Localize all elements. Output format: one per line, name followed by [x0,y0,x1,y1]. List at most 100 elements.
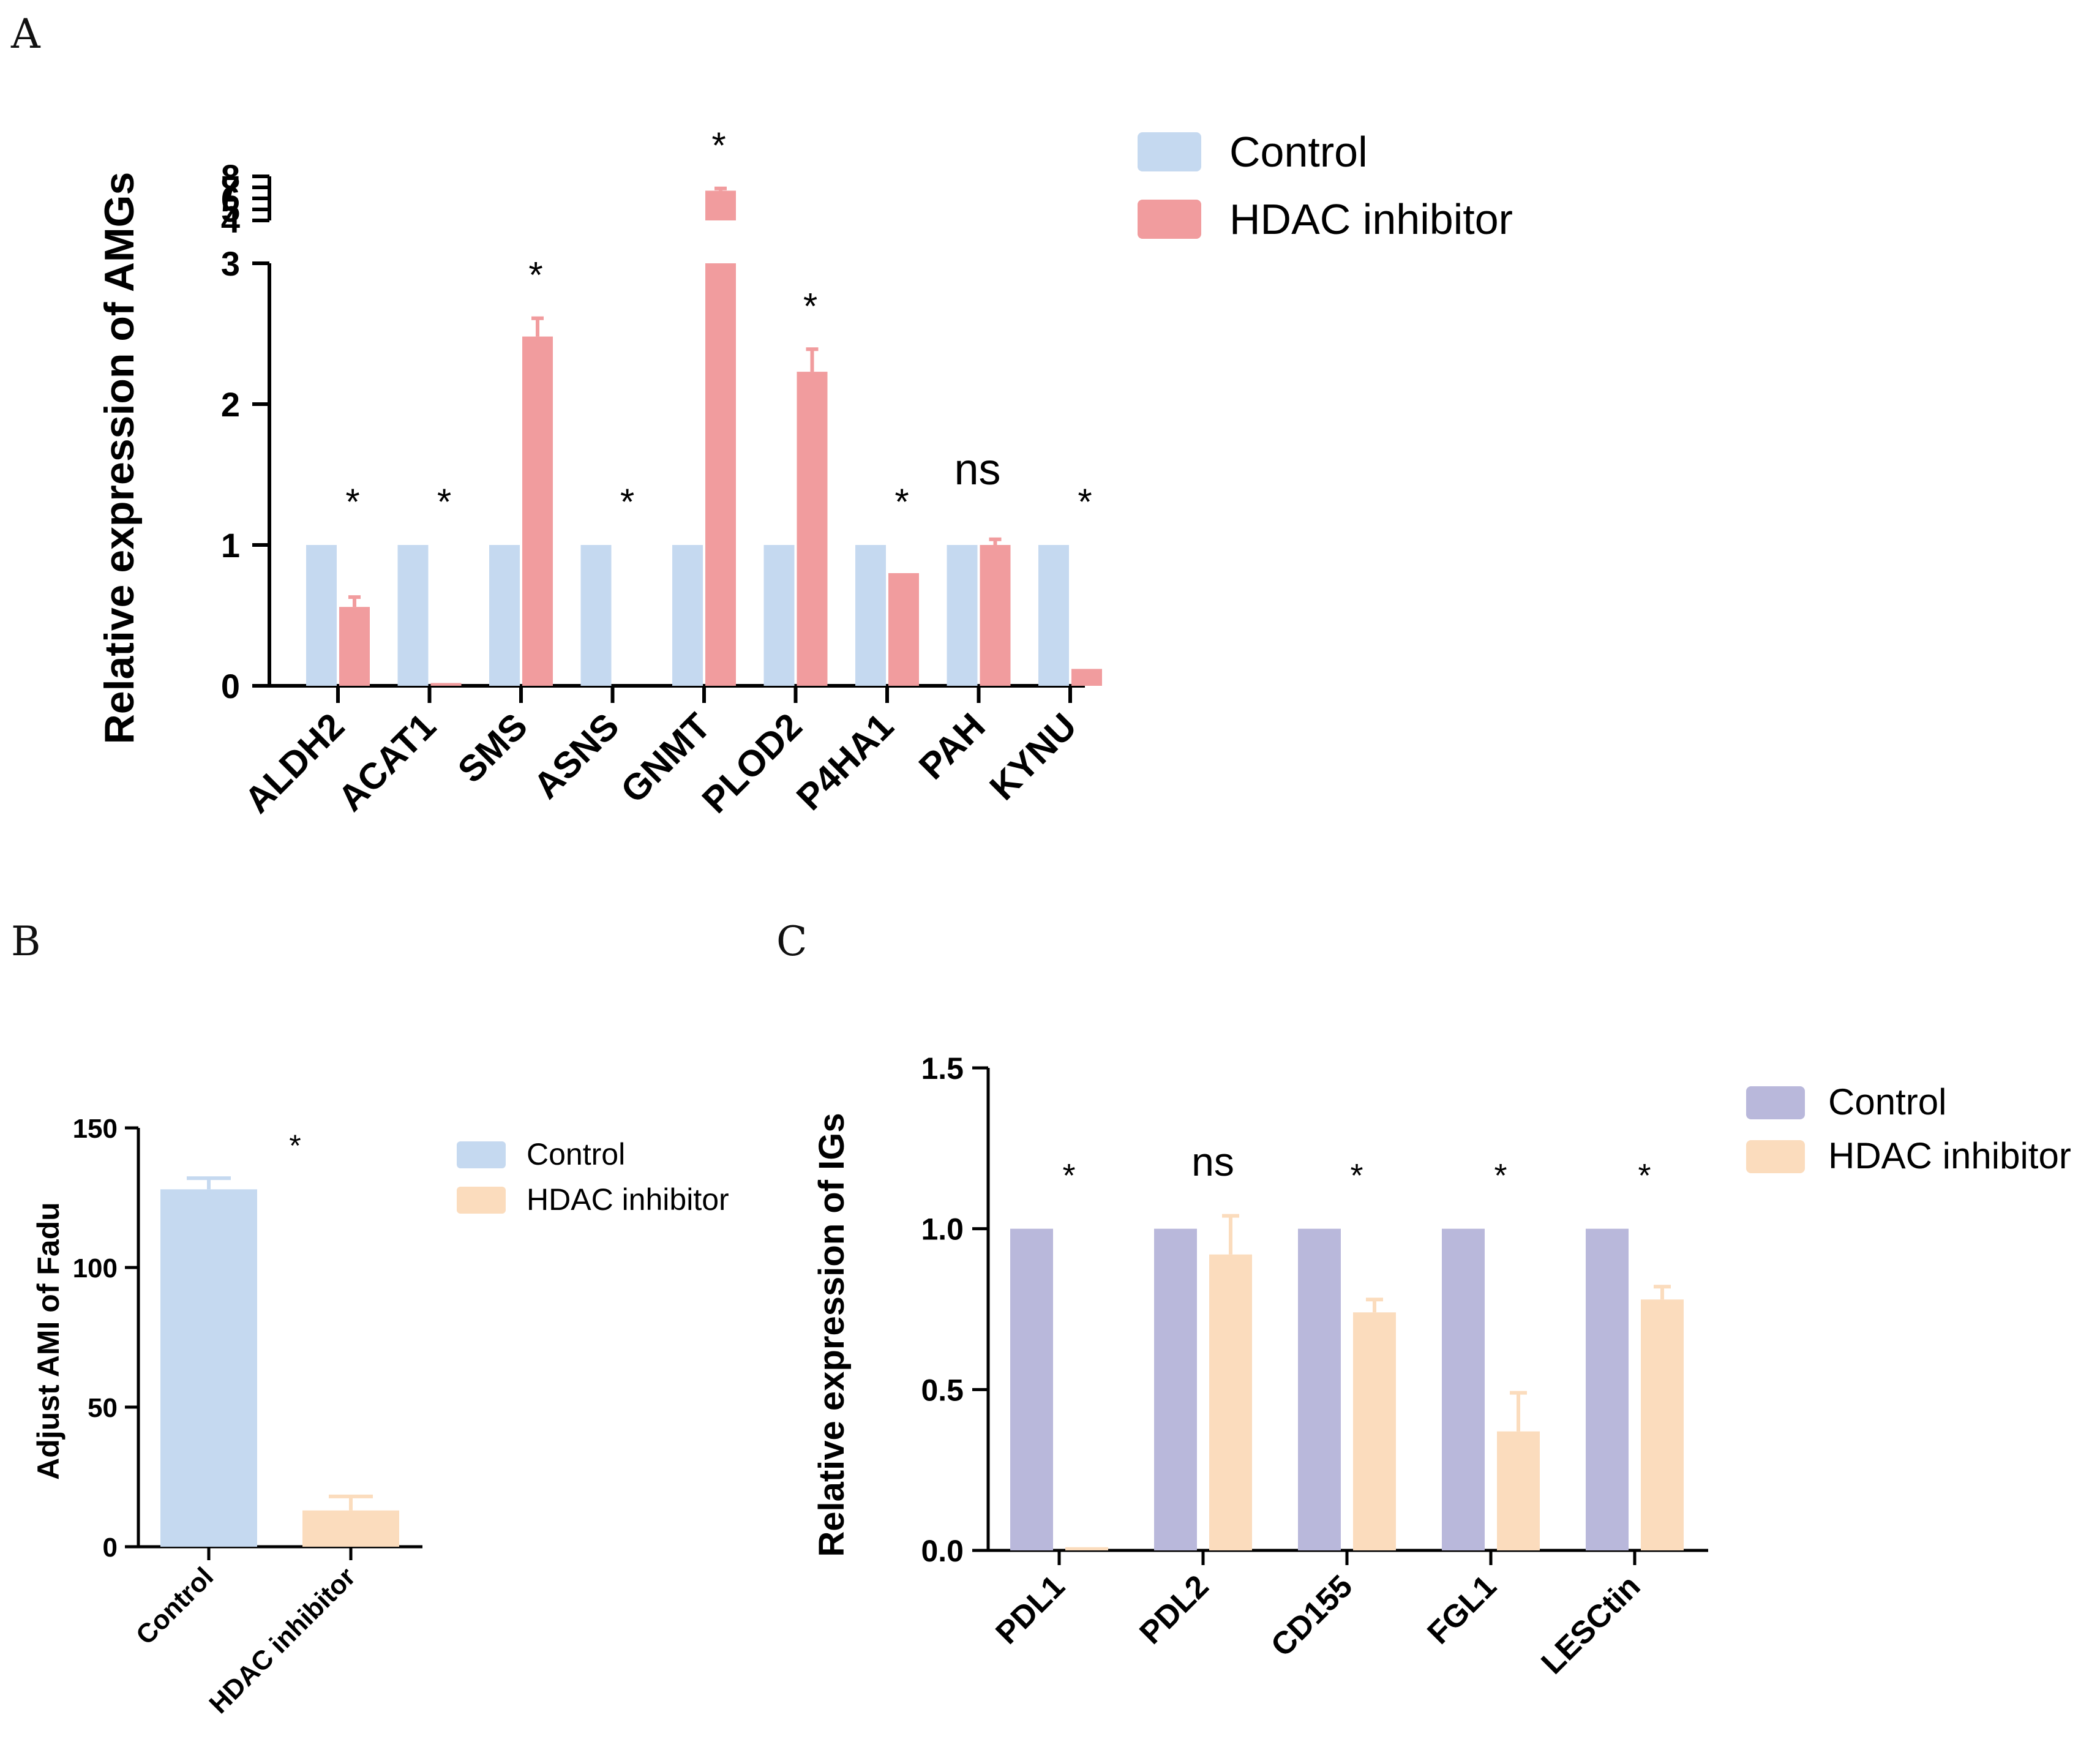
bar-control-asns [580,545,612,686]
panel-c-x-ticks: PDL1 PDL2 CD155 FGL1 LESCtin [989,1550,1647,1681]
legend-swatch-control [1138,132,1201,171]
bar-control-pdl2 [1154,1228,1197,1550]
x-tick-label-lesctin: LESCtin [1534,1568,1647,1681]
y-tick-label: 1.5 [921,1051,964,1086]
bar-hdac-inhibitor-plod2 [797,372,828,686]
bar-hdac-inhibitor-sms [522,336,553,686]
y-tick-label: 1.0 [921,1212,964,1247]
bar-control-p4ha1 [855,545,886,686]
y-tick-label: 2 [221,385,240,424]
panel-c: C 0.0 0.5 1.0 1.5 * ns * * * PDL1 PDL2 CD155 FGL1 L… [776,918,2071,1681]
significance-pdl1: * [1062,1157,1075,1194]
legend-label-control: Control [527,1137,625,1171]
significance-acat1: * [437,481,451,522]
y-tick-label: 8 [221,157,240,196]
legend-label-control: Control [1828,1081,1946,1122]
legend-swatch-control [1746,1086,1805,1119]
bar-control-sms [489,545,520,686]
x-tick-label-cd155: CD155 [1264,1568,1359,1663]
x-tick-label-acat1: ACAT1 [330,705,444,819]
panel-c-bars [1010,1214,1684,1550]
x-tick-label-pdl2: PDL2 [1133,1568,1215,1651]
significance-fgl1: * [1494,1157,1507,1194]
bar-control-pdl1 [1010,1228,1053,1550]
x-tick-label-p4ha1: P4HA1 [789,705,901,818]
panel-c-label: C [776,918,808,965]
bar-hdac-inhibitor-pdl2 [1209,1254,1252,1550]
bar-control-cd155 [1298,1228,1341,1550]
x-tick-label-hdac-inhibitor: HDAC inhibitor [203,1561,361,1719]
bar-control [160,1189,257,1547]
bar-control-gnmt [672,545,703,686]
x-tick-label-control: Control [130,1561,219,1650]
y-tick-label: 6 [221,179,240,218]
legend-swatch-hdac-inhibitor [457,1187,506,1214]
significance-sms: * [528,255,542,296]
y-tick-label: 0 [221,667,240,705]
bar-hdac-inhibitor-pah [980,545,1011,686]
y-tick-label: 0 [103,1533,118,1563]
bar-hdac-inhibitor-lesctin [1641,1299,1684,1550]
panel-b-label: B [11,918,41,965]
y-tick-label: 0.0 [921,1534,964,1568]
x-tick-label-pdl1: PDL1 [989,1568,1071,1651]
legend-swatch-control [457,1141,506,1168]
significance-gnmt: * [711,125,726,166]
y-tick-label: 0.5 [921,1373,964,1407]
y-tick-label: 50 [88,1393,118,1423]
x-tick-label-sms: SMS [450,705,535,791]
y-tick-label: 3 [221,244,240,283]
x-tick-label-kynu: KYNU [982,705,1085,808]
bar-control-aldh2 [306,545,337,686]
bar-hdac-inhibitor-aldh2 [339,607,370,686]
panel-b-legend: Control HDAC inhibitor [457,1137,729,1217]
panel-c-significance: * ns * * * [1062,1139,1651,1194]
panel-b-significance: * [289,1129,301,1163]
significance-asns: * [620,481,634,522]
x-tick-label-aldh2: ALDH2 [236,705,352,821]
x-tick-label-pah: PAH [911,705,993,787]
bar-control-plod2 [763,545,795,686]
bar-control-pah [947,545,978,686]
bar-hdac-inhibitor-fgl1 [1497,1431,1540,1550]
bar-control-kynu [1038,545,1069,686]
legend-label-hdac-inhibitor: HDAC inhibitor [527,1182,729,1217]
bar-control-fgl1 [1442,1228,1485,1550]
legend-label-control: Control [1229,128,1368,176]
panel-a-label: A [10,10,41,58]
legend-label-hdac-inhibitor: HDAC inhibitor [1828,1135,2071,1176]
significance-aldh2: * [345,481,359,522]
panel-b-y-axis-title: Adjust AMI of Fadu [31,1202,66,1480]
bar-control-lesctin [1586,1228,1629,1550]
panel-a-bars [306,186,1102,686]
bar-hdac-inhibitor-gnmt-upper [705,190,736,220]
bar-hdac-inhibitor-kynu [1071,669,1102,686]
bar-hdac-inhibitor-acat1 [430,683,462,686]
y-tick-label: 7 [221,168,240,207]
legend-swatch-hdac-inhibitor [1746,1140,1805,1173]
y-tick-label: 1 [221,526,240,565]
panel-a-legend: Control HDAC inhibitor [1138,128,1513,243]
y-tick-label: 150 [73,1114,118,1144]
bar-hdac-inhibitor [302,1510,399,1547]
panel-b-bars [160,1176,399,1547]
significance-plod2: * [803,285,817,326]
x-tick-label-plod2: PLOD2 [694,705,810,821]
legend-swatch-hdac-inhibitor [1138,200,1201,239]
bar-hdac-inhibitor-cd155 [1353,1312,1396,1550]
panel-c-y-axis-title: Relative expression of IGs [812,1113,852,1557]
significance-kynu: * [1078,481,1092,522]
x-tick-label-asns: ASNS [525,705,626,806]
significance-cd155: * [1350,1157,1363,1194]
bar-hdac-inhibitor-p4ha1 [888,573,919,686]
y-tick-label: 5 [221,190,240,229]
significance-pdl2: ns [1191,1139,1234,1184]
x-tick-label-fgl1: FGL1 [1420,1568,1503,1651]
significance-p4ha1: * [894,481,909,522]
panel-c-legend: Control HDAC inhibitor [1746,1081,2071,1176]
